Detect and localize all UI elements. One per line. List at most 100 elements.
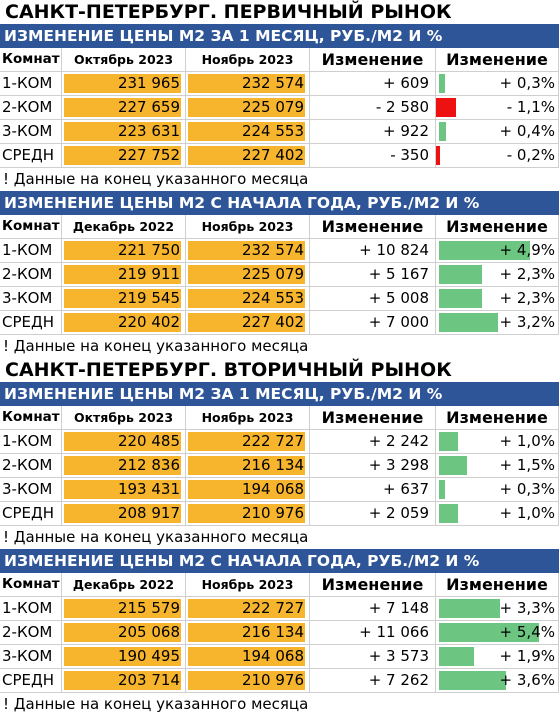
price-end-cell: 227 402 (186, 311, 310, 334)
price-databar (188, 98, 305, 117)
table-row: 3-КОМ 223 631 224 553 + 922 + 0,4% (0, 120, 559, 144)
change-pct-value: + 4,9% (499, 241, 555, 259)
price-databar (188, 146, 305, 165)
price-end-cell: 222 727 (186, 430, 310, 453)
table-row: 1-КОМ 221 750 232 574 + 10 824 + 4,9% (0, 239, 559, 263)
price-end-cell: 210 976 (186, 502, 310, 525)
header-change-pct: Изменение (436, 48, 559, 71)
price-value: 225 079 (241, 265, 304, 283)
price-end-cell: 224 553 (186, 287, 310, 310)
header-change-abs: Изменение (310, 573, 436, 596)
change-pct-value: + 1,0% (499, 504, 555, 522)
header-period-end: Ноябрь 2023 (186, 573, 310, 596)
price-start-cell: 193 431 (62, 478, 186, 501)
price-value: 208 917 (117, 504, 180, 522)
price-databar (64, 98, 181, 117)
room-type-cell: 3-КОМ (0, 287, 62, 310)
positive-databar (439, 599, 501, 618)
table-row: СРЕДН 203 714 210 976 + 7 262 + 3,6% (0, 669, 559, 693)
change-abs-cell: + 3 573 (310, 645, 436, 668)
change-pct-cell: - 0,2% (436, 144, 559, 167)
price-value: 219 911 (117, 265, 180, 283)
room-type-cell: 3-КОМ (0, 120, 62, 143)
header-period-end: Ноябрь 2023 (186, 48, 310, 71)
table-row: 2-КОМ 205 068 216 134 + 11 066 + 5,4% (0, 621, 559, 645)
change-pct-cell: + 0,3% (436, 72, 559, 95)
negative-databar (436, 98, 456, 117)
change-abs-cell: + 10 824 (310, 239, 436, 262)
change-abs-cell: + 5 167 (310, 263, 436, 286)
price-databar (188, 265, 305, 284)
price-databar (64, 122, 181, 141)
price-databar (188, 432, 305, 451)
price-start-cell: 231 965 (62, 72, 186, 95)
change-pct-value: + 2,3% (499, 265, 555, 283)
price-start-cell: 221 750 (62, 239, 186, 262)
price-databar (64, 599, 181, 618)
price-value: 205 068 (117, 623, 180, 641)
change-abs-cell: + 7 262 (310, 669, 436, 692)
room-type-cell: 2-КОМ (0, 454, 62, 477)
price-databar (188, 122, 305, 141)
change-abs-cell: + 2 242 (310, 430, 436, 453)
change-pct-cell: + 3,6% (436, 669, 559, 692)
room-type-cell: СРЕДН (0, 311, 62, 334)
change-pct-cell: + 0,3% (436, 478, 559, 501)
room-type-cell: 2-КОМ (0, 96, 62, 119)
room-type-cell: 1-КОМ (0, 239, 62, 262)
price-end-cell: 194 068 (186, 645, 310, 668)
price-start-cell: 227 659 (62, 96, 186, 119)
price-end-cell: 210 976 (186, 669, 310, 692)
section-title: САНКТ-ПЕТЕРБУРГ. ВТОРИЧНЫЙ РЫНОК (5, 359, 452, 381)
change-abs-cell: - 350 (310, 144, 436, 167)
table-header-row: Комнат Октябрь 2023 Ноябрь 2023 Изменение Из… (0, 406, 559, 430)
change-pct-value: + 3,3% (499, 599, 555, 617)
price-value: 190 495 (117, 647, 180, 665)
price-value: 220 485 (117, 432, 180, 450)
header-rooms: Комнат (0, 48, 62, 71)
table-subtitle: ИЗМЕНЕНИЕ ЦЕНЫ М2 С НАЧАЛА ГОДА, РУБ./М2… (0, 191, 559, 215)
positive-databar (439, 313, 499, 332)
header-rooms: Комнат (0, 215, 62, 238)
price-value: 224 553 (241, 122, 304, 140)
change-pct-cell: + 1,9% (436, 645, 559, 668)
price-databar (188, 313, 305, 332)
price-end-cell: 232 574 (186, 239, 310, 262)
header-change-abs: Изменение (310, 48, 436, 71)
positive-databar (439, 241, 530, 260)
header-period-end: Ноябрь 2023 (186, 406, 310, 429)
price-start-cell: 205 068 (62, 621, 186, 644)
price-value: 221 750 (117, 241, 180, 259)
change-abs-cell: + 637 (310, 478, 436, 501)
footnote: ! Данные на конец указанного месяца (3, 528, 309, 546)
table-header-row: Комнат Декабрь 2022 Ноябрь 2023 Изменение Из… (0, 215, 559, 239)
positive-databar (439, 480, 445, 499)
price-value: 215 579 (117, 599, 180, 617)
change-pct-cell: + 0,4% (436, 120, 559, 143)
positive-databar (439, 671, 506, 690)
table-subtitle: ИЗМЕНЕНИЕ ЦЕНЫ М2 ЗА 1 МЕСЯЦ, РУБ./М2 И … (0, 24, 559, 48)
change-pct-cell: + 3,3% (436, 597, 559, 620)
section-title: САНКТ-ПЕТЕРБУРГ. ПЕРВИЧНЫЙ РЫНОК (5, 1, 452, 23)
price-value: 222 727 (241, 599, 304, 617)
change-pct-cell: + 5,4% (436, 621, 559, 644)
price-value: 203 714 (117, 671, 180, 689)
table-row: 1-КОМ 220 485 222 727 + 2 242 + 1,0% (0, 430, 559, 454)
price-databar (64, 456, 181, 475)
price-end-cell: 194 068 (186, 478, 310, 501)
price-value: 193 431 (117, 480, 180, 498)
change-abs-cell: + 11 066 (310, 621, 436, 644)
price-databar (64, 504, 181, 523)
room-type-cell: 3-КОМ (0, 478, 62, 501)
table-row: СРЕДН 208 917 210 976 + 2 059 + 1,0% (0, 502, 559, 526)
table-row: СРЕДН 227 752 227 402 - 350 - 0,2% (0, 144, 559, 168)
change-abs-cell: + 7 148 (310, 597, 436, 620)
table-row: 1-КОМ 215 579 222 727 + 7 148 + 3,3% (0, 597, 559, 621)
price-value: 224 553 (241, 289, 304, 307)
change-pct-value: + 0,4% (499, 122, 555, 140)
price-end-cell: 216 134 (186, 454, 310, 477)
price-databar (64, 623, 181, 642)
change-pct-value: + 3,6% (499, 671, 555, 689)
price-value: 227 659 (117, 98, 180, 116)
price-end-cell: 227 402 (186, 144, 310, 167)
